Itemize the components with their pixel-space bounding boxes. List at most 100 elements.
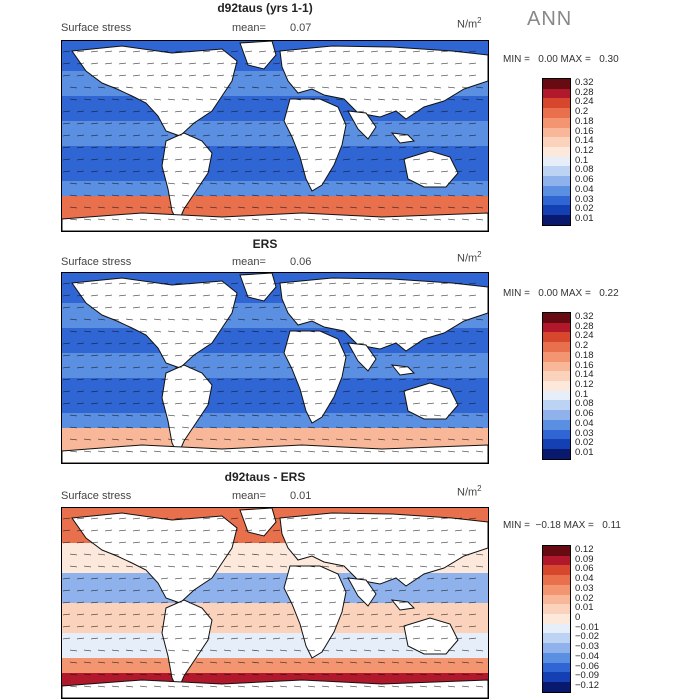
map-observed [61, 272, 489, 464]
colorbar-tick-label: 0.2 [575, 340, 589, 352]
colorbar-swatch [543, 98, 570, 109]
colorbar-tick-label: 0.06 [575, 408, 594, 420]
colorbar-tick-label: 0.14 [575, 135, 594, 147]
colorbar-swatch [543, 633, 570, 644]
colorbar-tick-label: 0 [575, 612, 581, 623]
colorbar-tick-label: 0.1 [575, 154, 589, 166]
colorbar-swatch [543, 127, 570, 138]
colorbar-swatch [543, 555, 570, 566]
colorbar-tick-label: −0.06 [575, 660, 600, 672]
colorbar-tick-label: 0.16 [575, 125, 594, 137]
colorbar-swatch [543, 439, 570, 450]
min-max-readout: MIN = 0.00 MAX = 0.22 [503, 288, 619, 299]
mean-value: 0.07 [290, 22, 312, 34]
colorbar-swatch [543, 117, 570, 128]
mean-label: mean= [232, 22, 266, 34]
colorbar-swatch [543, 410, 570, 420]
colorbar-swatch [543, 342, 570, 352]
panel-subtitle: Surface stress [61, 490, 132, 502]
colorbar-tick-label: 0.06 [575, 563, 594, 575]
colorbar-tick-label: 0.02 [575, 592, 594, 604]
colorbar-swatch [543, 361, 570, 372]
map-model [61, 40, 489, 232]
colorbar-swatch [543, 565, 570, 576]
colorbar-tick-label: −0.12 [575, 680, 600, 692]
colorbar-swatch [543, 215, 570, 225]
colorbar-tick-label: −0.09 [575, 670, 600, 682]
colorbar-swatch [543, 88, 570, 99]
colorbar-tick-label: 0.03 [575, 193, 594, 205]
colorbar-swatch [543, 604, 570, 615]
panel-subtitle: Surface stress [61, 22, 132, 34]
colorbar-swatch [543, 108, 570, 118]
min-max-readout: MIN = 0.00 MAX = 0.30 [503, 54, 619, 65]
colorbar-tick-label: 0.01 [575, 213, 594, 225]
colorbar-tick-label: 0.03 [575, 427, 594, 439]
colorbar-tick-label: 0.04 [575, 417, 594, 429]
colorbar-swatch [543, 313, 570, 323]
colorbar-tick-label: 0.02 [575, 203, 594, 215]
colorbar-tick-label: 0.2 [575, 106, 589, 118]
colorbar-swatch [543, 195, 570, 206]
colorbar-swatch [543, 371, 570, 382]
colorbar-tick-label: 0.04 [575, 573, 594, 585]
colorbar-swatch [543, 322, 570, 333]
colorbar-swatch [543, 156, 570, 167]
colorbar [542, 545, 571, 693]
colorbar-swatch [543, 623, 570, 634]
colorbar-swatch [543, 575, 570, 585]
min-max-readout: MIN = −0.18 MAX = 0.11 [503, 520, 621, 531]
colorbar-swatch [543, 643, 570, 653]
panel-subtitle: Surface stress [61, 256, 132, 268]
colorbar-tick-label: 0.28 [575, 86, 594, 98]
colorbar [542, 78, 571, 226]
mean-label: mean= [232, 256, 266, 268]
colorbar-tick-label: 0.09 [575, 553, 594, 565]
colorbar-tick-label: −0.04 [575, 650, 600, 662]
colorbar-swatch [543, 390, 570, 401]
colorbar-tick-label: 0.01 [575, 602, 594, 614]
colorbar-swatch [543, 614, 570, 624]
colorbar-tick-label: 0.18 [575, 349, 594, 361]
colorbar-swatch [543, 419, 570, 430]
colorbar-tick-label: 0.12 [575, 145, 594, 156]
colorbar-swatch [543, 176, 570, 186]
colorbar-tick-label: 0.32 [575, 310, 594, 322]
colorbar-tick-label: 0.24 [575, 96, 594, 108]
mean-label: mean= [232, 490, 266, 502]
colorbar-swatch [543, 400, 570, 411]
colorbar-swatch [543, 584, 570, 595]
colorbar-swatch [543, 672, 570, 683]
colorbar-tick-label: 0.03 [575, 582, 594, 594]
colorbar-swatch [543, 185, 570, 196]
colorbar-tick-label: −0.02 [575, 631, 600, 643]
colorbar-swatch [543, 332, 570, 343]
colorbar-tick-label: 0.12 [575, 543, 594, 555]
units-label: N/m2 [457, 16, 482, 31]
colorbar-swatch [543, 137, 570, 148]
colorbar-tick-label: 0.24 [575, 330, 594, 342]
colorbar-swatch [543, 682, 570, 692]
colorbar-tick-label: 0.12 [575, 379, 594, 390]
stress-map [62, 41, 488, 231]
colorbar-tick-label: 0.01 [575, 447, 594, 459]
colorbar-tick-label: 0.28 [575, 320, 594, 332]
colorbar-swatch [543, 546, 570, 556]
colorbar-tick-label: −0.01 [575, 621, 600, 633]
colorbar-swatch [543, 652, 570, 663]
colorbar-swatch [543, 205, 570, 216]
colorbar-tick-label: 0.18 [575, 115, 594, 127]
colorbar-tick-label: 0.32 [575, 76, 594, 88]
colorbar-swatch [543, 594, 570, 605]
stress-map [62, 273, 488, 463]
colorbar [542, 312, 571, 460]
colorbar-tick-label: 0.08 [575, 398, 594, 410]
colorbar-swatch [543, 429, 570, 440]
colorbar-swatch [543, 147, 570, 157]
colorbar-swatch [543, 662, 570, 673]
colorbar-tick-label: 0.14 [575, 369, 594, 381]
panel-title: ERS [252, 237, 278, 251]
colorbar-tick-label: 0.04 [575, 183, 594, 195]
mean-value: 0.01 [290, 490, 312, 502]
colorbar-tick-label: 0.02 [575, 437, 594, 449]
